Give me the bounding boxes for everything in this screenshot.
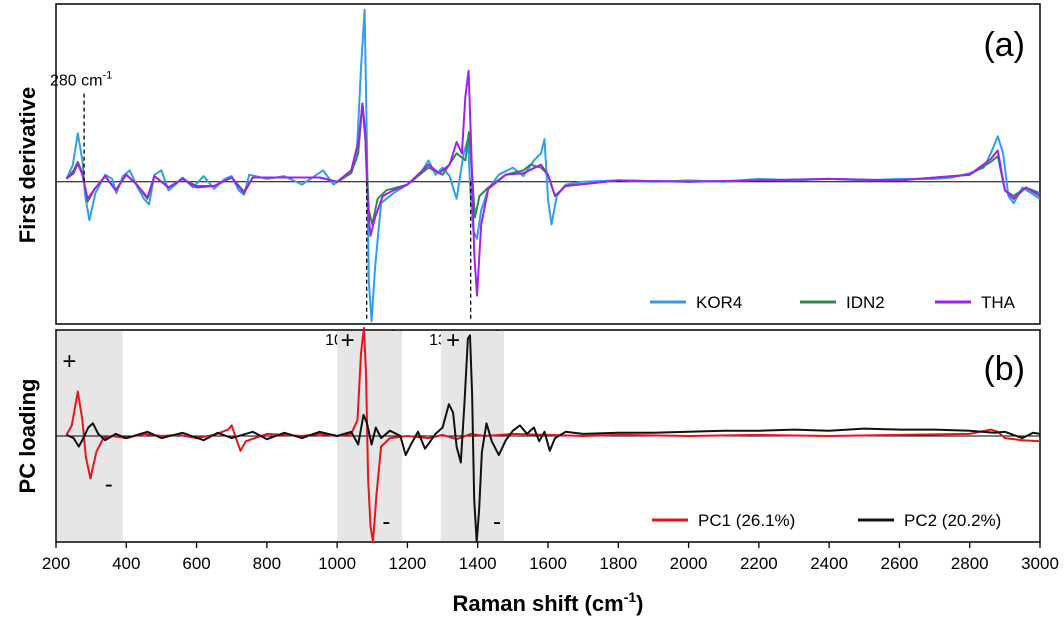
legend-label-idn2: IDN2 xyxy=(846,293,885,312)
x-axis-title: Raman shift (cm-1) xyxy=(453,589,644,616)
x-axis-title-sup: -1 xyxy=(624,589,637,605)
annotation-label-280: 280 cm-1 xyxy=(50,70,112,90)
legend-label-pc2: PC2 (20.2%) xyxy=(904,511,1001,530)
series-line-idn2 xyxy=(65,102,1041,226)
panel-a-frame xyxy=(55,3,1041,325)
sign-marker-0: + xyxy=(62,348,76,375)
sign-marker-2: + xyxy=(341,327,355,354)
x-tick-label-2800: 2800 xyxy=(951,554,989,573)
panel-b: + - + - + - (b) PC loading PC1 (26.1%) PC2 (20… xyxy=(15,326,1059,616)
panel-b-ylabel: PC loading xyxy=(15,379,40,494)
x-tick-label-2600: 2600 xyxy=(881,554,919,573)
x-tick-label-600: 600 xyxy=(182,554,210,573)
sign-marker-4: + xyxy=(446,327,460,354)
sign-marker-5: - xyxy=(493,508,501,535)
x-tick-label-3000: 3000 xyxy=(1021,554,1059,573)
series-line-kor4 xyxy=(65,8,1041,323)
legend-label-kor4: KOR4 xyxy=(696,293,742,312)
x-axis: 200 400 600 800 1000 1200 1400 1600 1800 2000 2200… xyxy=(42,542,1059,573)
panel-a-ylabel: First derivative xyxy=(15,87,40,244)
x-tick-label-800: 800 xyxy=(253,554,281,573)
x-tick-label-200: 200 xyxy=(42,554,70,573)
x-tick-label-2400: 2400 xyxy=(810,554,848,573)
x-tick-label-2000: 2000 xyxy=(670,554,708,573)
x-tick-label-1000: 1000 xyxy=(318,554,356,573)
legend-label-tha: THA xyxy=(981,293,1016,312)
series-line-pc2 xyxy=(66,334,1041,543)
sign-marker-3: - xyxy=(382,508,390,535)
x-tick-label-1400: 1400 xyxy=(459,554,497,573)
x-tick-label-2200: 2200 xyxy=(740,554,778,573)
x-tick-label-1600: 1600 xyxy=(529,554,567,573)
legend-label-pc1: PC1 (26.1%) xyxy=(698,511,795,530)
panel-b-label: (b) xyxy=(983,350,1025,388)
series-line-tha xyxy=(65,69,1041,297)
panel-a-legend: KOR4 IDN2 THA xyxy=(650,293,1016,312)
panel-b-legend: PC1 (26.1%) PC2 (20.2%) xyxy=(652,511,1001,530)
sign-marker-1: - xyxy=(105,471,113,498)
x-tick-label-1800: 1800 xyxy=(599,554,637,573)
x-axis-title-close: ) xyxy=(636,591,643,616)
x-tick-label-1200: 1200 xyxy=(389,554,427,573)
x-tick-label-400: 400 xyxy=(112,554,140,573)
panel-a-label: (a) xyxy=(983,26,1025,64)
panel-a: (a) First derivative 280 cm-11084 cm-113… xyxy=(15,3,1041,349)
x-axis-title-main: Raman shift (cm xyxy=(453,591,624,616)
